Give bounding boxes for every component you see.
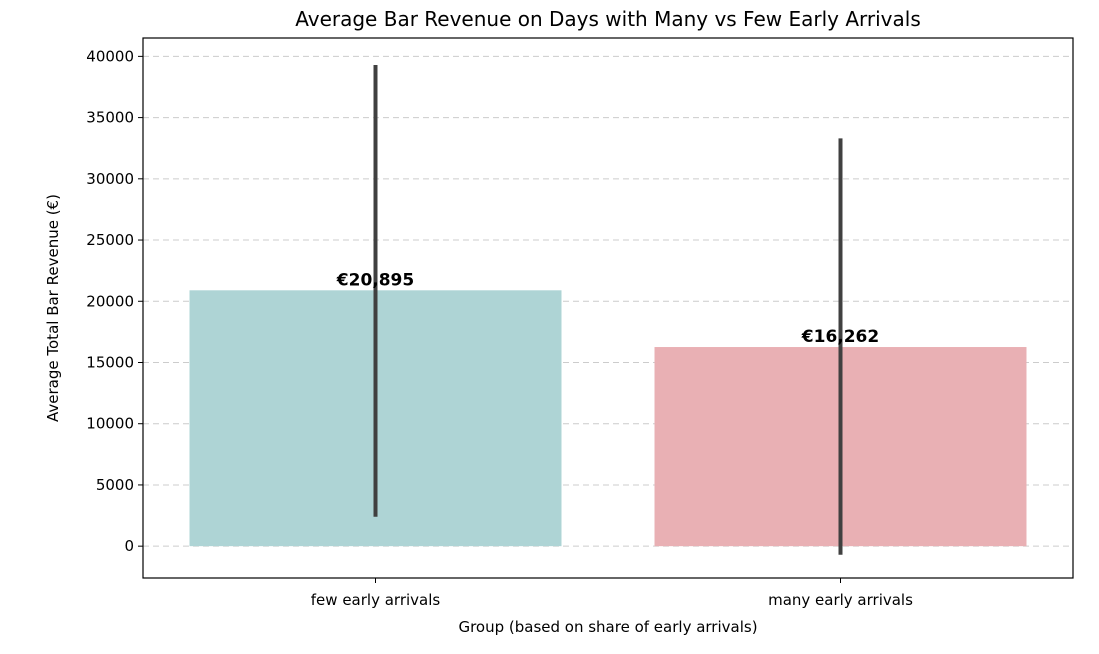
y-tick-label: 10000 — [86, 415, 134, 433]
x-tick-label: few early arrivals — [311, 591, 441, 609]
y-tick-label: 25000 — [86, 231, 134, 249]
error-bars — [373, 64, 843, 555]
y-axis-label: Average Total Bar Revenue (€) — [44, 194, 62, 422]
data-labels: €20,895 €16,262 — [336, 270, 879, 347]
y-tick-label: 5000 — [96, 476, 134, 494]
y-tick-label: 35000 — [86, 109, 134, 127]
x-axis-label: Group (based on share of early arrivals) — [458, 618, 757, 636]
y-tick-label: 20000 — [86, 292, 134, 310]
y-tick-label: 40000 — [86, 47, 134, 65]
y-tick-label: 15000 — [86, 353, 134, 371]
plot-frame — [142, 37, 1074, 579]
x-tick-label: many early arrivals — [768, 591, 913, 609]
data-label: €16,262 — [801, 327, 879, 347]
data-label: €20,895 — [336, 270, 414, 290]
y-tick-label: 30000 — [86, 170, 134, 188]
y-axis-ticks: 0 5000 10000 15000 20000 25000 30000 35000 40000 — [86, 47, 143, 555]
bars — [189, 290, 1027, 547]
y-tick-label: 0 — [124, 537, 134, 555]
chart-title: Average Bar Revenue on Days with Many vs… — [295, 7, 921, 31]
x-axis-ticks: few early arrivals many early arrivals — [311, 578, 913, 609]
